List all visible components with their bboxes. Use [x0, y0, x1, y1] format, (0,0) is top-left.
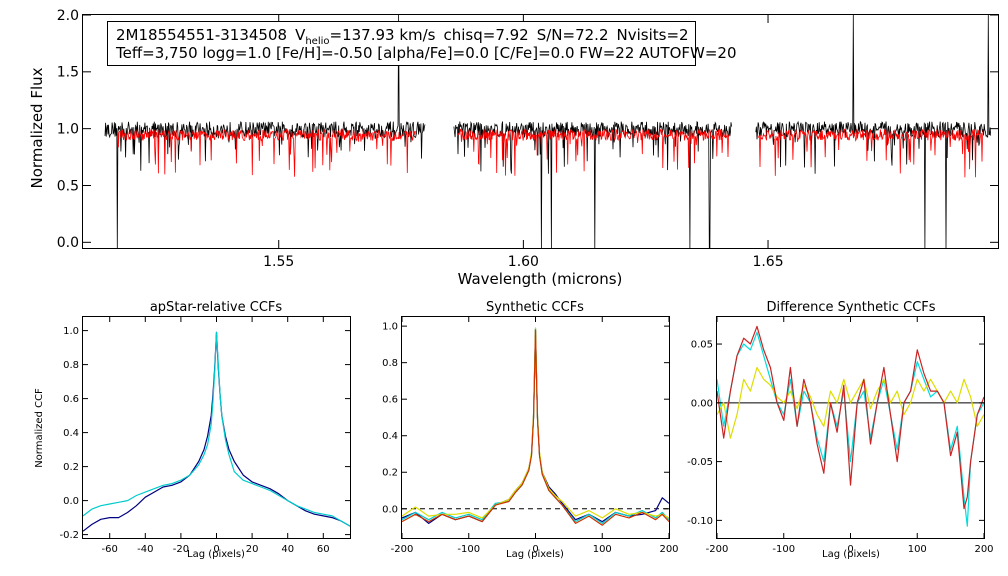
- chisq-value: chisq=7.92: [444, 26, 529, 44]
- apstar-ccf-panel: apStar-relative CCFs -60 -40 -20 0 20 40 60 -0.…: [34, 300, 351, 560]
- synthetic-ccf-x-tick-label: -200: [391, 544, 414, 555]
- nvisits-value: Nvisits=2: [617, 26, 689, 44]
- synthetic-ccf-panel: Synthetic CCFs -200 -100 0 100 200 0.0 0.2 0.4 0…: [382, 300, 678, 560]
- vhelio-symbol: V: [295, 26, 306, 44]
- synthetic-ccf-y-tick-label: 0.4: [382, 431, 398, 442]
- apstar-ccf-y-tick-label: 0.4: [63, 428, 79, 439]
- spectrum-model-chip-1: [116, 128, 416, 177]
- synthetic-ccf-x-tick-label: 0: [532, 544, 538, 555]
- difference-ccf-x-tick-label: 100: [908, 544, 927, 555]
- apstar-ccf-title: apStar-relative CCFs: [150, 300, 283, 315]
- synthetic-ccf-y-tick-label: 0.0: [382, 504, 398, 515]
- apstar-ccf-y-tick-label: 1.0: [63, 326, 79, 337]
- spectrum-x-axis-label: Wavelength (microns): [458, 270, 623, 288]
- spectrum-y-tick-label: 0.5: [57, 178, 79, 194]
- spectrum-model-chip-3: [757, 128, 984, 178]
- spectrum-y-tick-label: 1.5: [57, 65, 79, 81]
- difference-ccf-x-axis-label: Lag (pixels): [822, 549, 880, 560]
- difference-ccf-x-tick-label: -100: [772, 544, 795, 555]
- difference-ccf-title: Difference Synthetic CCFs: [766, 300, 935, 315]
- difference-ccf-frame: [716, 316, 985, 539]
- spectrum-x-tick-label: 1.55: [263, 254, 294, 270]
- difference-ccf-panel: Difference Synthetic CCFs -200 -100 0 100 20…: [687, 300, 993, 560]
- spectrum-x-tick-label: 1.60: [508, 254, 539, 270]
- snr-value: S/N=72.2: [537, 26, 609, 44]
- difference-ccf-x-tick-label: 0: [847, 544, 853, 555]
- vhelio-value: =137.93 km/s: [330, 26, 436, 44]
- synthetic-ccf-y-tick-label: 0.8: [382, 358, 398, 369]
- spectrum-y-axis-label: Normalized Flux: [28, 67, 46, 188]
- apstar-ccf-y-tick-label: -0.2: [59, 530, 79, 541]
- difference-ccf-y-tick-label: -0.10: [687, 516, 713, 527]
- spectrum-plot-frame: [82, 14, 999, 249]
- spectrum-info-box: 2M18554551-3134508 Vhelio=137.93 km/s chis…: [107, 21, 737, 66]
- synthetic-ccf-title: Synthetic CCFs: [486, 300, 584, 315]
- difference-ccf-series-visit-3: [716, 325, 985, 510]
- synthetic-ccf-y-tick-label: 0.2: [382, 468, 398, 479]
- apstar-ccf-x-tick-label: 40: [281, 544, 294, 555]
- vhelio-subscript: helio: [305, 36, 329, 47]
- spectrum-y-tick-label: 1.0: [57, 122, 79, 138]
- info-line-1: 2M18554551-3134508 Vhelio=137.93 km/s chis…: [116, 26, 689, 47]
- synthetic-ccf-y-tick-label: 0.6: [382, 395, 398, 406]
- apstar-ccf-y-tick-label: 0.2: [63, 462, 79, 473]
- apstar-ccf-y-tick-label: 0.8: [63, 360, 79, 371]
- apstar-ccf-x-tick-label: 60: [317, 544, 330, 555]
- difference-ccf-series-visit-1: [716, 331, 985, 527]
- spectrum-observed-chip-3: [755, 14, 992, 249]
- info-box-frame: [107, 21, 696, 66]
- apstar-ccf-x-tick-label: -40: [137, 544, 153, 555]
- spectrum-x-tick-label: 1.65: [752, 254, 783, 270]
- difference-ccf-y-tick-label: 0.05: [691, 340, 713, 351]
- synthetic-ccf-series-visit-3: [401, 329, 670, 526]
- apstar-ccf-y-axis-label: Normalized CCF: [34, 388, 45, 468]
- apstar-ccf-x-tick-label: -60: [102, 544, 118, 555]
- apstar-ccf-frame: [82, 316, 351, 539]
- difference-ccf-y-tick-label: 0.00: [691, 398, 713, 409]
- apstar-ccf-y-tick-label: 0.0: [63, 496, 79, 507]
- spectrum-model-chip-2: [456, 128, 729, 176]
- spectrum-y-tick-label: 2.0: [57, 8, 79, 24]
- apstar-ccf-x-tick-label: -20: [173, 544, 189, 555]
- apstar-ccf-x-axis-label: Lag (pixels): [187, 549, 245, 560]
- synthetic-ccf-x-tick-label: 100: [593, 544, 612, 555]
- spectrum-panel: 1.55 1.60 1.65 0.0 0.5 1.0 1.5 2.0 Wavelength (…: [28, 8, 999, 288]
- star-id: 2M18554551-3134508: [116, 26, 287, 44]
- difference-ccf-x-tick-label: -200: [706, 544, 729, 555]
- difference-ccf-x-tick-label: 200: [974, 544, 993, 555]
- synthetic-ccf-y-tick-label: 1.0: [382, 322, 398, 333]
- synthetic-ccf-x-axis-label: Lag (pixels): [506, 549, 564, 560]
- apstar-ccf-x-tick-label: 0: [213, 544, 219, 555]
- info-line-2-params: Teff=3,750 logg=1.0 [Fe/H]=-0.50 [alpha/…: [115, 44, 737, 62]
- synthetic-ccf-x-tick-label: -100: [457, 544, 480, 555]
- spectrum-observed-chip-2: [453, 120, 732, 249]
- apstar-ccf-series-visit-2: [82, 331, 351, 527]
- apstar-ccf-x-tick-label: 20: [246, 544, 259, 555]
- apstar-ccf-y-tick-label: 0.6: [63, 394, 79, 405]
- spectrum-y-tick-label: 0.0: [57, 235, 79, 251]
- difference-ccf-y-tick-label: -0.05: [687, 457, 713, 468]
- synthetic-ccf-frame: [401, 316, 670, 539]
- synthetic-ccf-x-tick-label: 200: [659, 544, 678, 555]
